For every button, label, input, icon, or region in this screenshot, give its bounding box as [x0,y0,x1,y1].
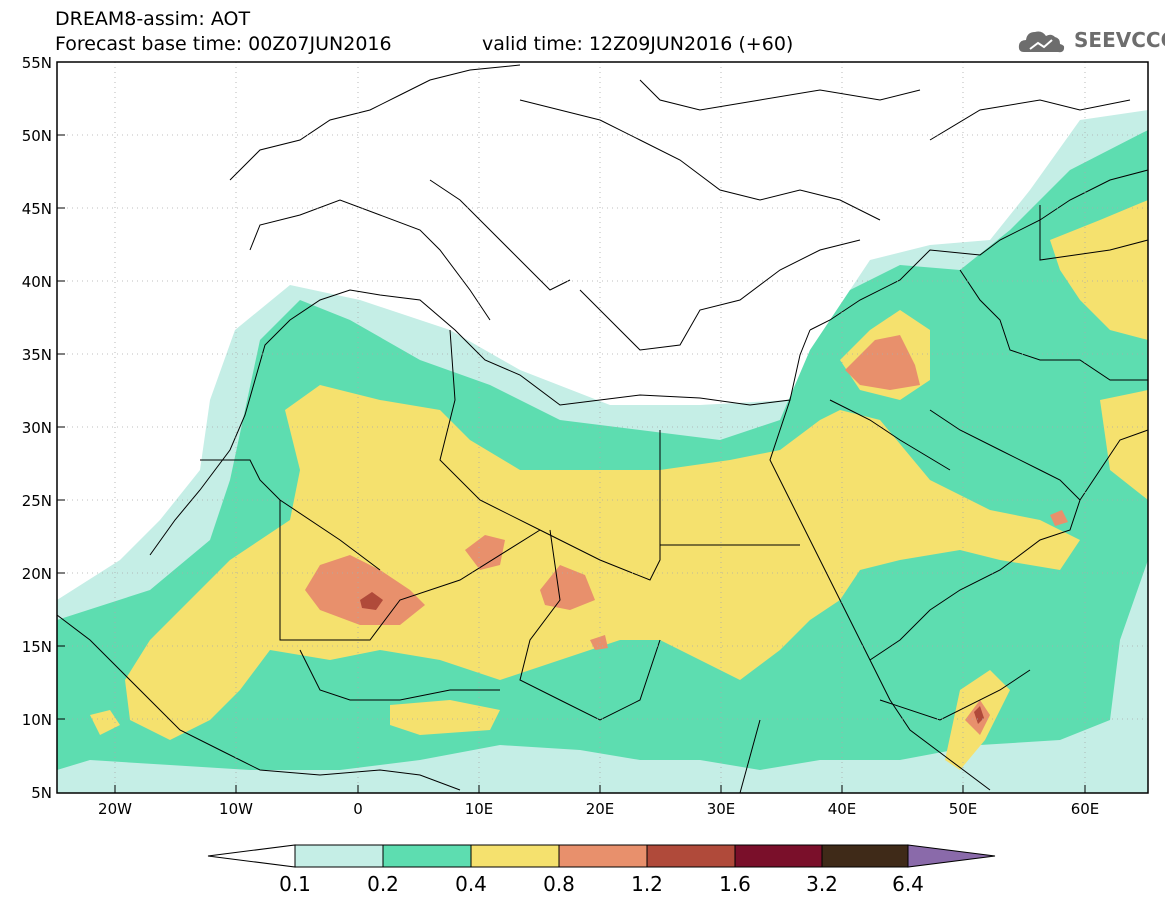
colorbar-label: 0.1 [279,872,311,896]
graticule [57,62,1148,793]
colorbar-swatch [558,844,648,868]
colorbar-swatch [821,844,909,868]
colorbar-swatch [294,844,384,868]
latitude-labels: 55N 50N 45N 40N 35N 30N 25N 20N 15N 10N … [22,54,52,802]
colorbar-label: 0.2 [367,872,399,896]
colorbar-label: 0.8 [543,872,575,896]
colorbar-low-arrow [207,844,296,868]
colorbar-label: 1.2 [631,872,663,896]
aot-field [57,62,1148,793]
colorbar [207,844,996,868]
logo-text: SEEVCCC [1074,28,1165,52]
lon-label: 40E [828,800,857,818]
colorbar-label: 1.6 [719,872,751,896]
lat-label: 55N [22,54,52,72]
map-title: DREAM8-assim: AOT [55,8,251,30]
coastlines [57,64,1148,793]
lon-label: 30E [707,800,736,818]
colorbar-label: 3.2 [806,872,838,896]
valid-time: valid time: 12Z09JUN2016 (+60) [482,33,794,55]
lon-label: 20E [586,800,615,818]
lat-label: 40N [22,273,52,291]
colorbar-swatch [734,844,823,868]
colorbar-high-arrow [907,844,996,868]
lon-label: 0 [353,800,363,818]
colorbar-labels: 0.1 0.2 0.4 0.8 1.2 1.6 3.2 6.4 [279,872,924,896]
cloud-icon [1018,31,1065,53]
lat-label: 5N [31,784,52,802]
lon-label: 10W [219,800,253,818]
lat-label: 45N [22,200,52,218]
forecast-base-time: Forecast base time: 00Z07JUN2016 [55,33,392,55]
colorbar-swatch [470,844,560,868]
lat-label: 35N [22,346,52,364]
axis-ticks [57,134,1086,793]
lon-label: 60E [1071,800,1100,818]
colorbar-label: 0.4 [455,872,487,896]
lon-label: 50E [949,800,978,818]
longitude-labels: 20W 10W 0 10E 20E 30E 40E 50E 60E [98,800,1099,818]
lon-label: 10E [465,800,494,818]
lat-label: 25N [22,492,52,510]
lat-label: 50N [22,127,52,145]
lat-label: 10N [22,711,52,729]
lat-label: 15N [22,638,52,656]
lat-label: 30N [22,419,52,437]
colorbar-label: 6.4 [892,872,924,896]
lon-label: 20W [98,800,132,818]
colorbar-swatch [382,844,472,868]
lat-label: 20N [22,565,52,583]
colorbar-swatch [646,844,736,868]
